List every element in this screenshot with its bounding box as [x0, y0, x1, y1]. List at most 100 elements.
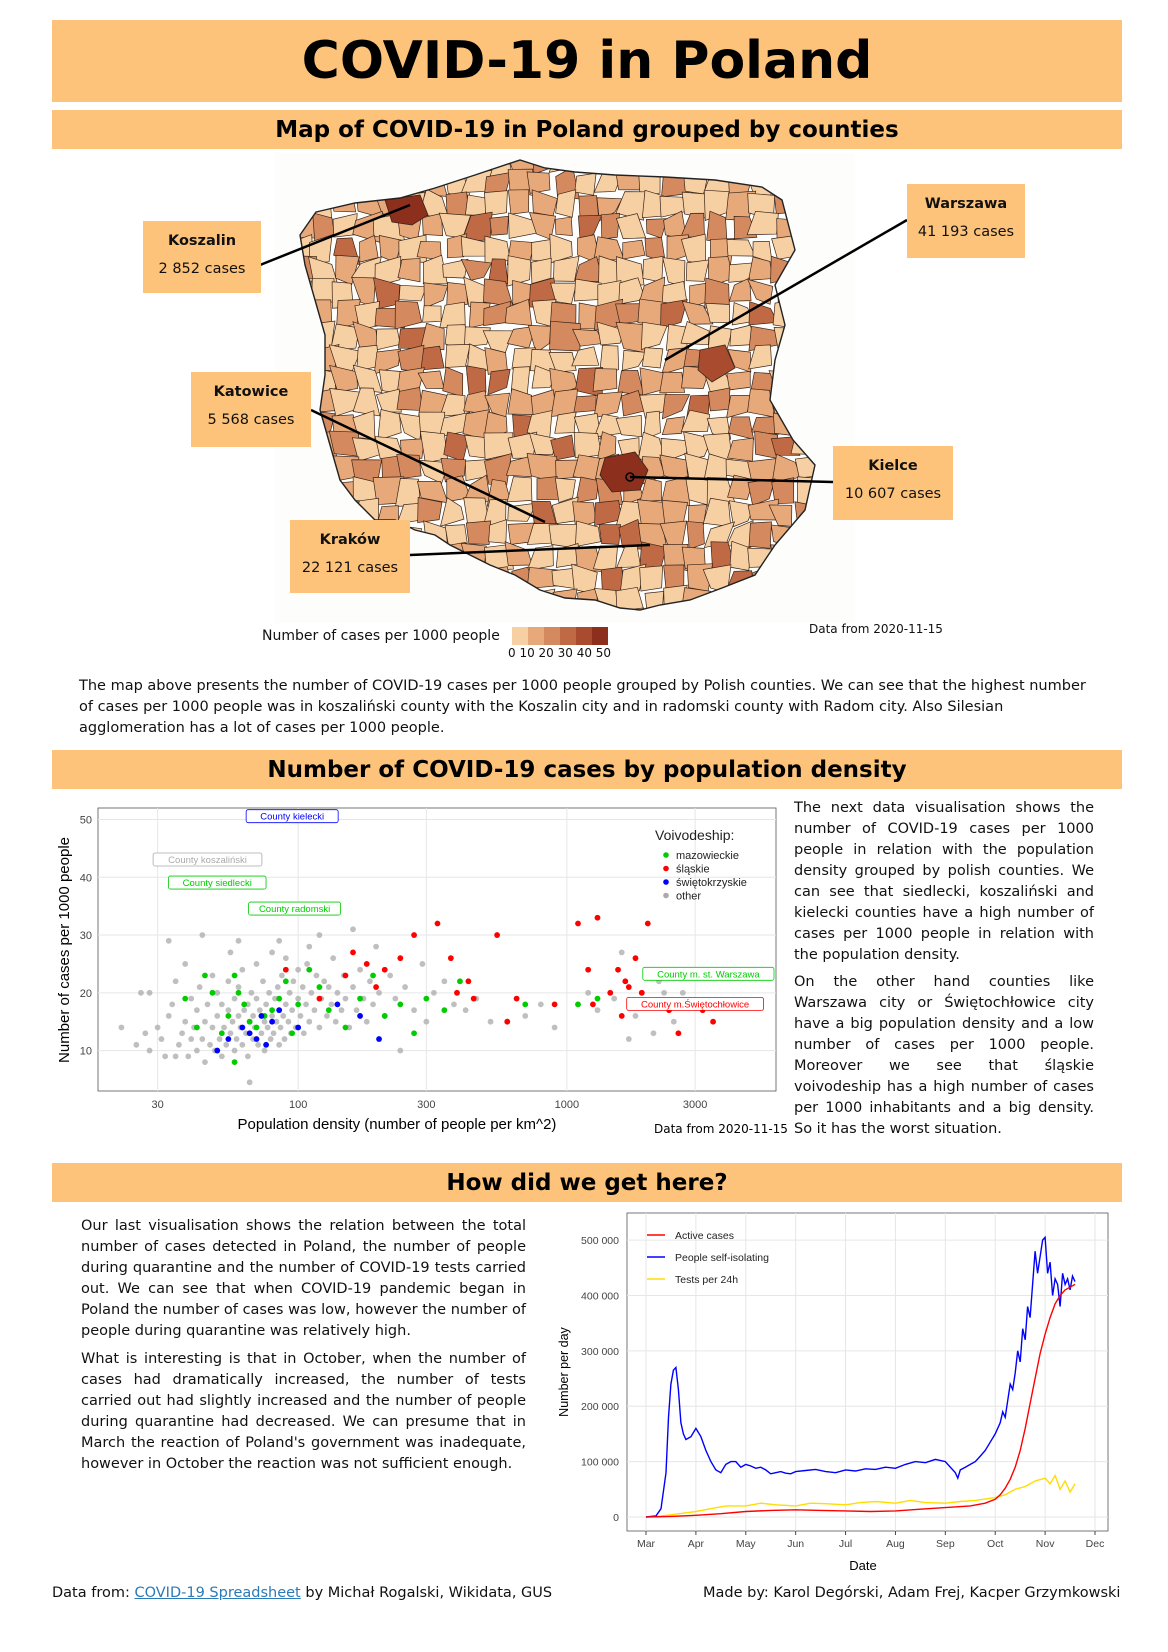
county-cell	[527, 325, 552, 354]
scatter-x-axis-label: Population density (number of people per…	[238, 1116, 557, 1133]
timeline-chart: 0 100 000 200 000 300 000 400 000 500 000 Mar A…	[557, 1212, 1109, 1573]
scatter-point-other	[286, 989, 293, 996]
map-legend-scale	[512, 627, 608, 645]
scatter-legend-entry: other	[676, 891, 701, 903]
timeline-y-tick: 200 000	[581, 1401, 619, 1413]
section-title-map: Map of COVID-19 in Poland grouped by cou…	[52, 110, 1122, 149]
spreadsheet-link[interactable]: COVID-19 Spreadsheet	[134, 1585, 301, 1601]
scatter-point-slaskie	[615, 966, 621, 973]
scatter-point-other	[661, 989, 667, 996]
scatter-point-other	[204, 1001, 211, 1008]
scatter-point-other	[246, 1079, 253, 1086]
county-cell	[465, 365, 487, 396]
county-cell	[574, 172, 597, 196]
scatter-point-other	[216, 1036, 223, 1042]
county-cell	[686, 521, 705, 550]
scatter-point-other	[235, 937, 242, 944]
scatter-point-other	[146, 989, 153, 996]
callout-katowice: Katowice 5 568 cases	[191, 372, 311, 447]
scatter-point-other	[330, 955, 337, 962]
county-cell	[419, 430, 448, 464]
scatter-point-other	[182, 1018, 189, 1025]
scatter-point-other	[154, 1024, 161, 1031]
scatter-point-label: County radomski	[259, 904, 330, 915]
county-cell	[707, 387, 731, 412]
scatter-point-other	[487, 1018, 494, 1025]
scatter-y-tick: 40	[80, 872, 92, 884]
timeline-series-active-cases	[645, 1283, 1076, 1518]
scatter-point-other	[256, 1007, 263, 1014]
scatter-point-other	[419, 961, 426, 967]
scatter-point-other	[165, 1013, 172, 1019]
county-cell	[575, 476, 599, 504]
scatter-point-other	[373, 943, 379, 950]
scatter-point-other	[196, 984, 203, 990]
county-cell	[554, 411, 577, 434]
county-cell	[460, 258, 493, 281]
county-cell	[600, 212, 620, 240]
scatter-point-other	[202, 1018, 208, 1025]
callout-city: Warszawa	[924, 196, 1008, 212]
scatter-point-other	[244, 1053, 251, 1060]
scatter-point-mazowieckie	[202, 972, 208, 979]
scatter-point-other	[273, 1018, 280, 1025]
scatter-point-other	[306, 943, 313, 950]
scatter-point-swietokrzyskie	[357, 1013, 363, 1019]
scatter-point-other	[158, 1036, 165, 1042]
scatter-point-other	[321, 978, 328, 985]
scatter-point-other	[235, 984, 242, 990]
scatter-point-other	[172, 1053, 179, 1060]
scatter-point-mazowieckie	[276, 995, 283, 1002]
scatter-point-other	[269, 949, 275, 956]
scatter-point-swietokrzyskie	[246, 1030, 253, 1037]
scatter-point-mazowieckie	[282, 978, 289, 985]
scatter-point-other	[522, 1013, 529, 1019]
scatter-point-other	[225, 1007, 232, 1014]
scatter-point-mazowieckie	[218, 1030, 225, 1037]
scatter-point-other	[229, 1018, 236, 1025]
scatter-point-other	[223, 1041, 230, 1048]
county-cell	[352, 364, 383, 393]
scatter-point-other	[207, 1041, 213, 1048]
legend-marker	[663, 892, 669, 899]
scatter-point-other	[276, 937, 283, 944]
scatter-point-other	[221, 1024, 227, 1031]
county-cell	[641, 321, 668, 350]
scatter-point-other	[397, 1047, 404, 1054]
timeline-y-tick: 400 000	[581, 1290, 619, 1302]
timeline-x-tick: Oct	[987, 1538, 1003, 1550]
scatter-point-other	[451, 1001, 457, 1008]
scatter-point-other	[306, 1018, 313, 1025]
county-cell	[420, 345, 445, 371]
county-cell	[330, 323, 360, 351]
scatter-point-other	[632, 1013, 639, 1019]
county-cell	[446, 282, 468, 307]
county-cell	[554, 216, 573, 236]
scatter-point-other	[300, 1030, 307, 1037]
county-cell	[729, 540, 752, 571]
scatter-point-other	[199, 932, 206, 938]
timeline-legend-entry: Tests per 24h	[675, 1274, 738, 1286]
scatter-label-box	[152, 852, 263, 867]
timeline-x-tick: Dec	[1086, 1538, 1105, 1550]
scatter-point-slaskie	[373, 984, 379, 990]
scatter-point-swietokrzyskie	[334, 1001, 341, 1008]
county-cell	[592, 368, 618, 392]
scatter-point-other	[281, 1036, 288, 1042]
scatter-point-mazowieckie	[397, 1001, 404, 1008]
timeline-x-tick: Aug	[886, 1538, 905, 1550]
timeline-x-tick: Mar	[637, 1538, 656, 1550]
county-cell	[726, 395, 753, 419]
scatter-point-swietokrzyskie	[295, 1024, 302, 1031]
callout-koszalin: Koszalin 2 852 cases	[143, 221, 261, 293]
timeline-y-tick: 0	[613, 1512, 619, 1524]
scatter-point-other	[594, 1007, 601, 1014]
scatter-point-mazowieckie	[182, 995, 189, 1002]
scatter-point-slaskie	[638, 989, 645, 996]
county-cell	[444, 343, 471, 368]
scatter-point-mazowieckie	[241, 1001, 248, 1008]
scatter-point-other	[625, 1036, 632, 1042]
scatter-point-other	[138, 989, 144, 996]
map-description: The map above presents the number of COV…	[79, 678, 1086, 736]
county-cell	[423, 282, 449, 309]
